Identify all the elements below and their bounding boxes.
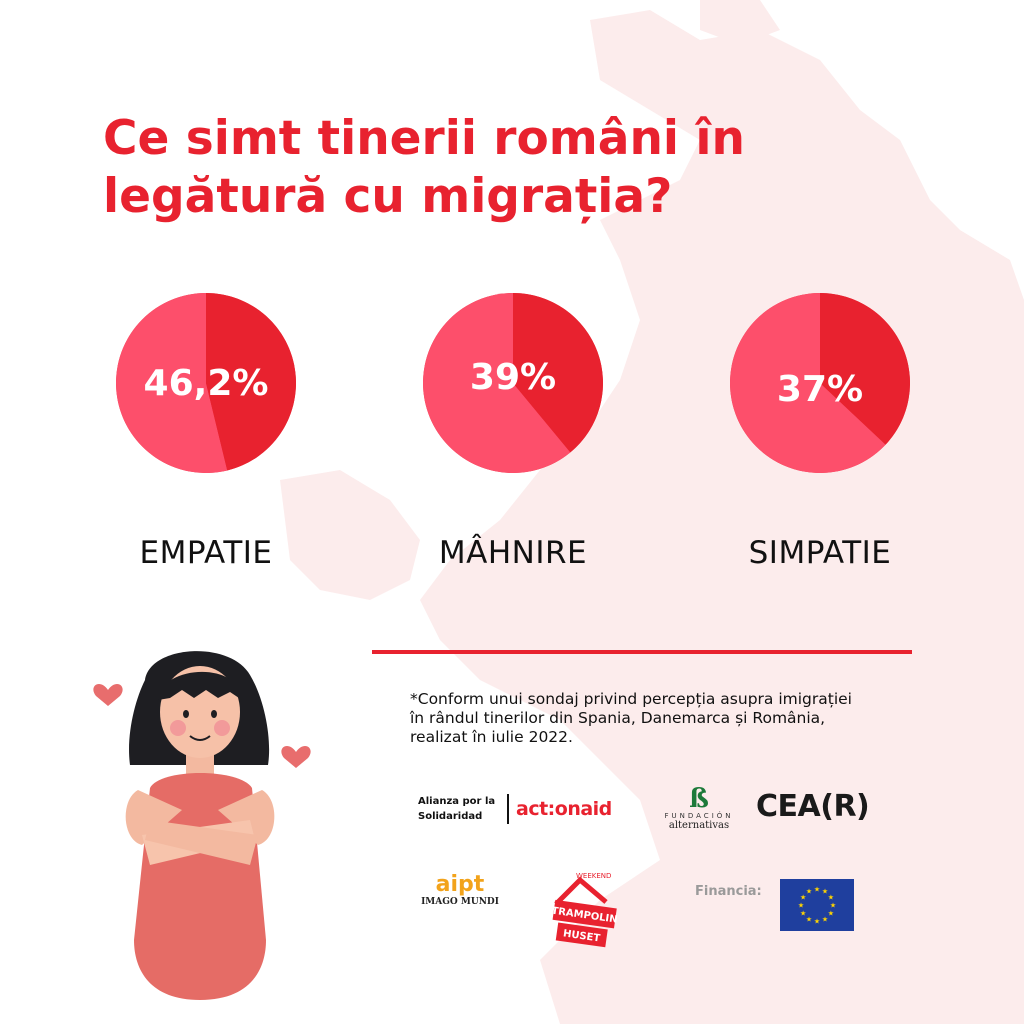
eu-star: ★ [830, 902, 836, 910]
actionaid-logo: act:onaid [516, 798, 612, 820]
pie-value-label: 39% [470, 357, 556, 398]
page-title: Ce simt tinerii români în legătură cu mi… [103, 111, 745, 224]
pie-slice-value [820, 293, 910, 445]
pie-chart-mahnire: 39% [423, 293, 603, 473]
hugging-girl-illustration [93, 651, 311, 1000]
alianza-solidaridad-logo: Alianza por la Solidaridad [418, 794, 510, 824]
pie-slice-other [730, 293, 886, 473]
alianza-line2: Solidaridad [418, 811, 483, 822]
eu-star: ★ [828, 910, 834, 918]
survey-footnote: *Conform unui sondaj privind percepția a… [410, 690, 852, 746]
eu-star: ★ [814, 918, 820, 926]
eu-star: ★ [798, 902, 804, 910]
pie-label-mahnire: MÂHNIRE [438, 535, 588, 571]
divider-line [372, 650, 912, 654]
pie-slice-other [423, 293, 571, 473]
eu-star: ★ [822, 915, 828, 923]
eu-star: ★ [828, 894, 834, 902]
eu-star: ★ [806, 915, 812, 923]
cear-logo: CEA(R) [756, 789, 870, 824]
fundacion-mark: ß [689, 784, 709, 814]
eu-star: ★ [822, 888, 828, 896]
eu-flag-icon: ★★★★★★★★★ ★ ★★ [780, 879, 854, 931]
pie-value-label: 37% [777, 369, 863, 410]
aipt-text: aipt [435, 872, 485, 897]
pie-slice-value [513, 293, 603, 453]
pie-chart-empatie: 46,2% [116, 293, 296, 473]
alianza-line1: Alianza por la [418, 796, 496, 807]
pie-value-label: 46,2% [144, 363, 269, 404]
pie-label-empatie: EMPATIE [139, 535, 273, 571]
fundacion-alternativas-logo: ß FUNDACIÓN alternativas [654, 786, 744, 831]
fundacion-top-text: FUNDACIÓN [664, 812, 734, 820]
huset-text: HUSET [562, 928, 601, 944]
pie-label-simpatie: SIMPATIE [748, 535, 892, 571]
eu-star: ★ [806, 888, 812, 896]
pie-chart-simpatie: 37% [730, 293, 910, 473]
heart-icon [93, 683, 123, 706]
trampolin-weekend-text: WEEKEND [576, 872, 611, 880]
imago-mundi-text: IMAGO MUNDI [421, 897, 499, 907]
heart-icon [281, 745, 311, 768]
financia-label: Financia: [695, 884, 762, 899]
aipt-imago-mundi-logo: aipt IMAGO MUNDI [420, 872, 500, 908]
eu-star: ★ [814, 886, 820, 894]
pie-slice-other [116, 293, 228, 473]
eu-star: ★ [800, 894, 806, 902]
fundacion-bottom-text: alternativas [668, 820, 730, 831]
pie-slice-value [206, 293, 296, 471]
trampolin-huset-logo: WEEKEND TRAMPOLIN HUSET [551, 872, 618, 948]
eu-star: ★ [800, 910, 806, 918]
